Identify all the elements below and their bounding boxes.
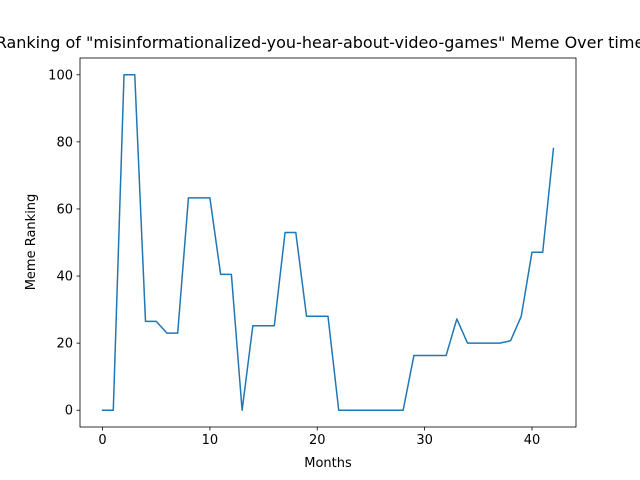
y-tick-label: 80 <box>56 135 73 150</box>
x-tick-label: 10 <box>202 433 219 448</box>
y-tick-label: 40 <box>56 270 73 285</box>
series-line-0 <box>101 74 555 411</box>
y-tick-label: 20 <box>56 337 73 352</box>
y-tick-label: 0 <box>65 404 73 419</box>
chart-title: Ranking of "misinformationalized-you-hea… <box>0 33 640 52</box>
y-tick-label: 100 <box>48 68 73 83</box>
axes-frame <box>79 57 577 428</box>
x-tick-label: 0 <box>98 433 106 448</box>
x-tick-label: 40 <box>524 433 541 448</box>
plot-area: 0 10 20 30 40 0 20 40 60 80 100 <box>48 57 577 448</box>
x-axis-label: Months <box>304 456 352 471</box>
x-tick-label: 30 <box>416 433 433 448</box>
y-tick-label: 60 <box>56 202 73 217</box>
y-axis-label: Meme Ranking <box>24 194 39 291</box>
x-tick-label: 20 <box>309 433 326 448</box>
